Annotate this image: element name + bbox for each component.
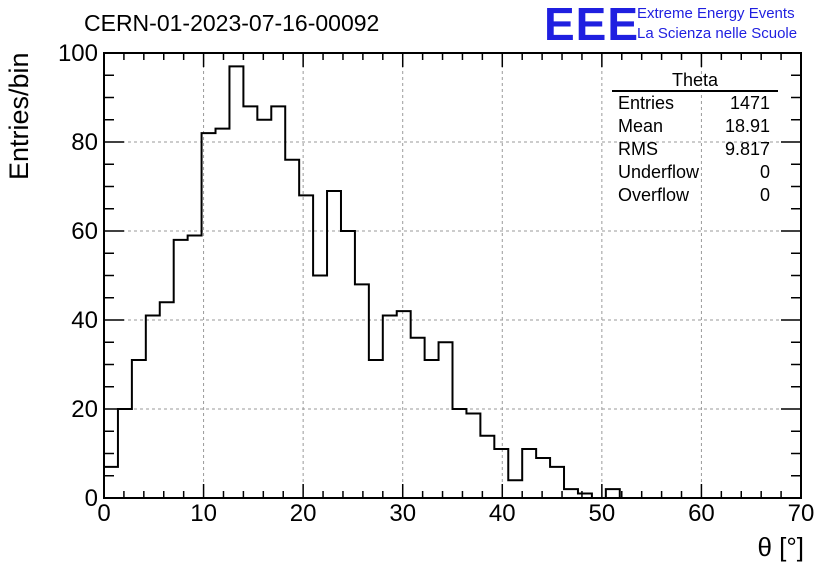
- stats-value: 18.91: [724, 116, 770, 136]
- stats-label: Mean: [618, 116, 664, 136]
- y-axis-label: Entries/bin: [4, 52, 34, 180]
- stats-row: RMS 9.817: [612, 138, 778, 161]
- x-tick-label: 60: [688, 500, 715, 527]
- x-tick-label: 50: [589, 500, 616, 527]
- x-tick-label: 20: [290, 500, 317, 527]
- plot-frame: [103, 52, 802, 499]
- stats-row: Underflow 0: [612, 161, 778, 184]
- y-tick-label: 100: [58, 40, 98, 67]
- eee-logo: EEE: [544, 0, 640, 50]
- stats-title: Theta: [612, 70, 778, 92]
- histogram-step-line: [104, 65, 801, 499]
- y-tick-label: 60: [71, 218, 98, 245]
- stats-value: 0: [759, 185, 770, 205]
- y-tick-label: 20: [71, 396, 98, 423]
- x-tick-label: 0: [97, 500, 110, 527]
- run-title: CERN-01-2023-07-16-00092: [84, 10, 380, 36]
- stats-label: Underflow: [618, 162, 700, 182]
- logo-line-2: La Scienza nelle Scuole: [637, 25, 798, 42]
- tick-labels: 0 10 20 30 40 50 60 70 0 20 40 60 80 100: [58, 40, 814, 527]
- stats-label: Entries: [618, 93, 675, 113]
- y-tick-label: 80: [71, 129, 98, 156]
- stats-row: Overflow 0: [612, 184, 778, 207]
- logo-text: Extreme Energy Events La Scienza nelle S…: [637, 4, 797, 44]
- stats-value: 0: [759, 162, 770, 182]
- stats-value: 9.817: [724, 139, 770, 159]
- stats-row: Entries 1471: [612, 92, 778, 115]
- stats-label: Overflow: [618, 185, 690, 205]
- y-tick-label: 0: [85, 485, 98, 512]
- stats-label: RMS: [618, 139, 658, 159]
- x-tick-label: 10: [190, 500, 217, 527]
- x-axis-label: θ [°]: [757, 532, 804, 562]
- x-tick-label: 40: [489, 500, 516, 527]
- stats-row: Mean 18.91: [612, 115, 778, 138]
- logo-line-1: Extreme Energy Events: [637, 5, 795, 22]
- y-tick-label: 40: [71, 307, 98, 334]
- stats-value: 1471: [729, 93, 770, 113]
- x-tick-label: 70: [788, 500, 815, 527]
- stats-box: Theta Entries 1471 Mean 18.91 RMS 9.817 Underf…: [612, 70, 778, 207]
- x-tick-label: 30: [389, 500, 416, 527]
